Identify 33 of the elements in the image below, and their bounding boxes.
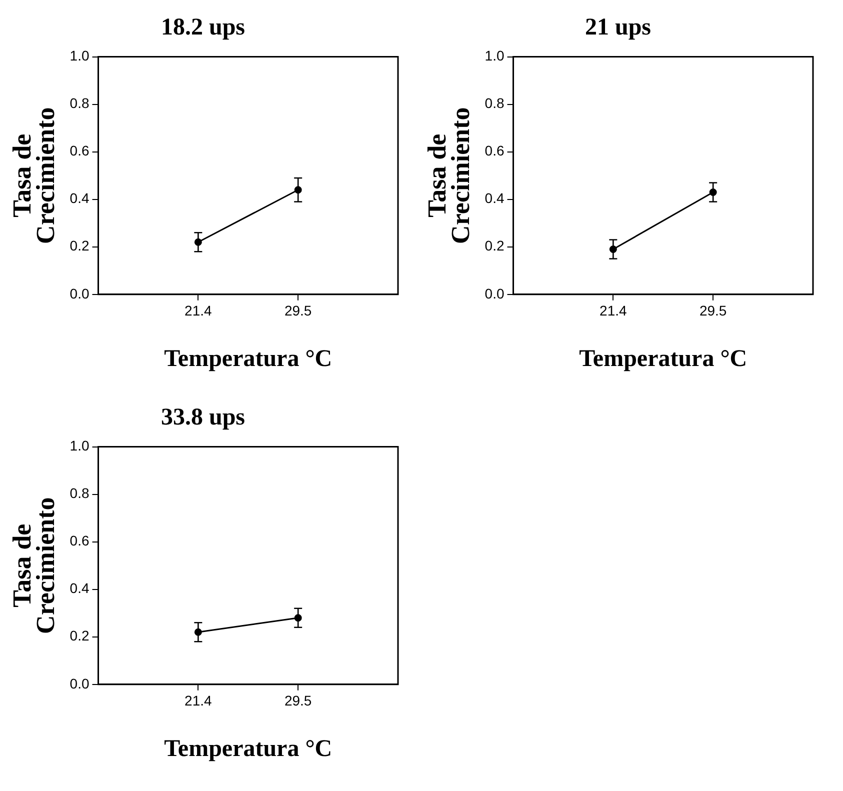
y-axis-title: Tasa de Crecimiento (422, 107, 475, 244)
x-axis-title: Temperatura °C (164, 346, 332, 372)
chart-title: 21 ups (584, 14, 652, 41)
y-tick-label: 0.4 (484, 190, 504, 206)
chart-title: 33.8 ups (160, 404, 246, 431)
y-axis-title: Tasa de Crecimiento (7, 107, 60, 244)
y-tick-label: 0.8 (70, 485, 90, 502)
y-tick-label: 1.0 (70, 48, 90, 64)
y-tick-label: 0.4 (70, 580, 90, 596)
x-axis-title: Temperatura °C (579, 346, 748, 372)
y-tick-label: 1.0 (484, 48, 504, 64)
y-tick-label: 0.2 (70, 628, 90, 644)
y-tick-label: 0.6 (70, 532, 90, 549)
y-tick-label: 0.4 (70, 190, 90, 206)
x-tick-label: 29.5 (284, 692, 312, 709)
y-tick-label: 0.0 (70, 675, 90, 692)
y-axis-title: Tasa de Crecimiento (7, 497, 60, 634)
y-tick-label: 1.0 (70, 438, 90, 454)
y-tick-label: 0.8 (70, 95, 90, 112)
y-tick-label: 0.6 (70, 142, 90, 159)
chart-title: 18.2 ups (160, 14, 246, 41)
x-tick-label: 29.5 (284, 302, 312, 319)
y-tick-label: 0.2 (484, 238, 504, 254)
x-axis-title: Temperatura °C (164, 736, 332, 762)
y-tick-label: 0.8 (484, 95, 504, 112)
x-tick-label: 29.5 (699, 302, 727, 319)
y-tick-label: 0.0 (484, 285, 504, 302)
y-tick-label: 0.0 (70, 285, 90, 302)
y-tick-label: 0.2 (70, 238, 90, 254)
x-tick-label: 21.4 (600, 302, 628, 319)
x-tick-label: 21.4 (184, 692, 212, 709)
y-tick-label: 0.6 (484, 142, 504, 159)
x-tick-label: 21.4 (184, 302, 212, 319)
